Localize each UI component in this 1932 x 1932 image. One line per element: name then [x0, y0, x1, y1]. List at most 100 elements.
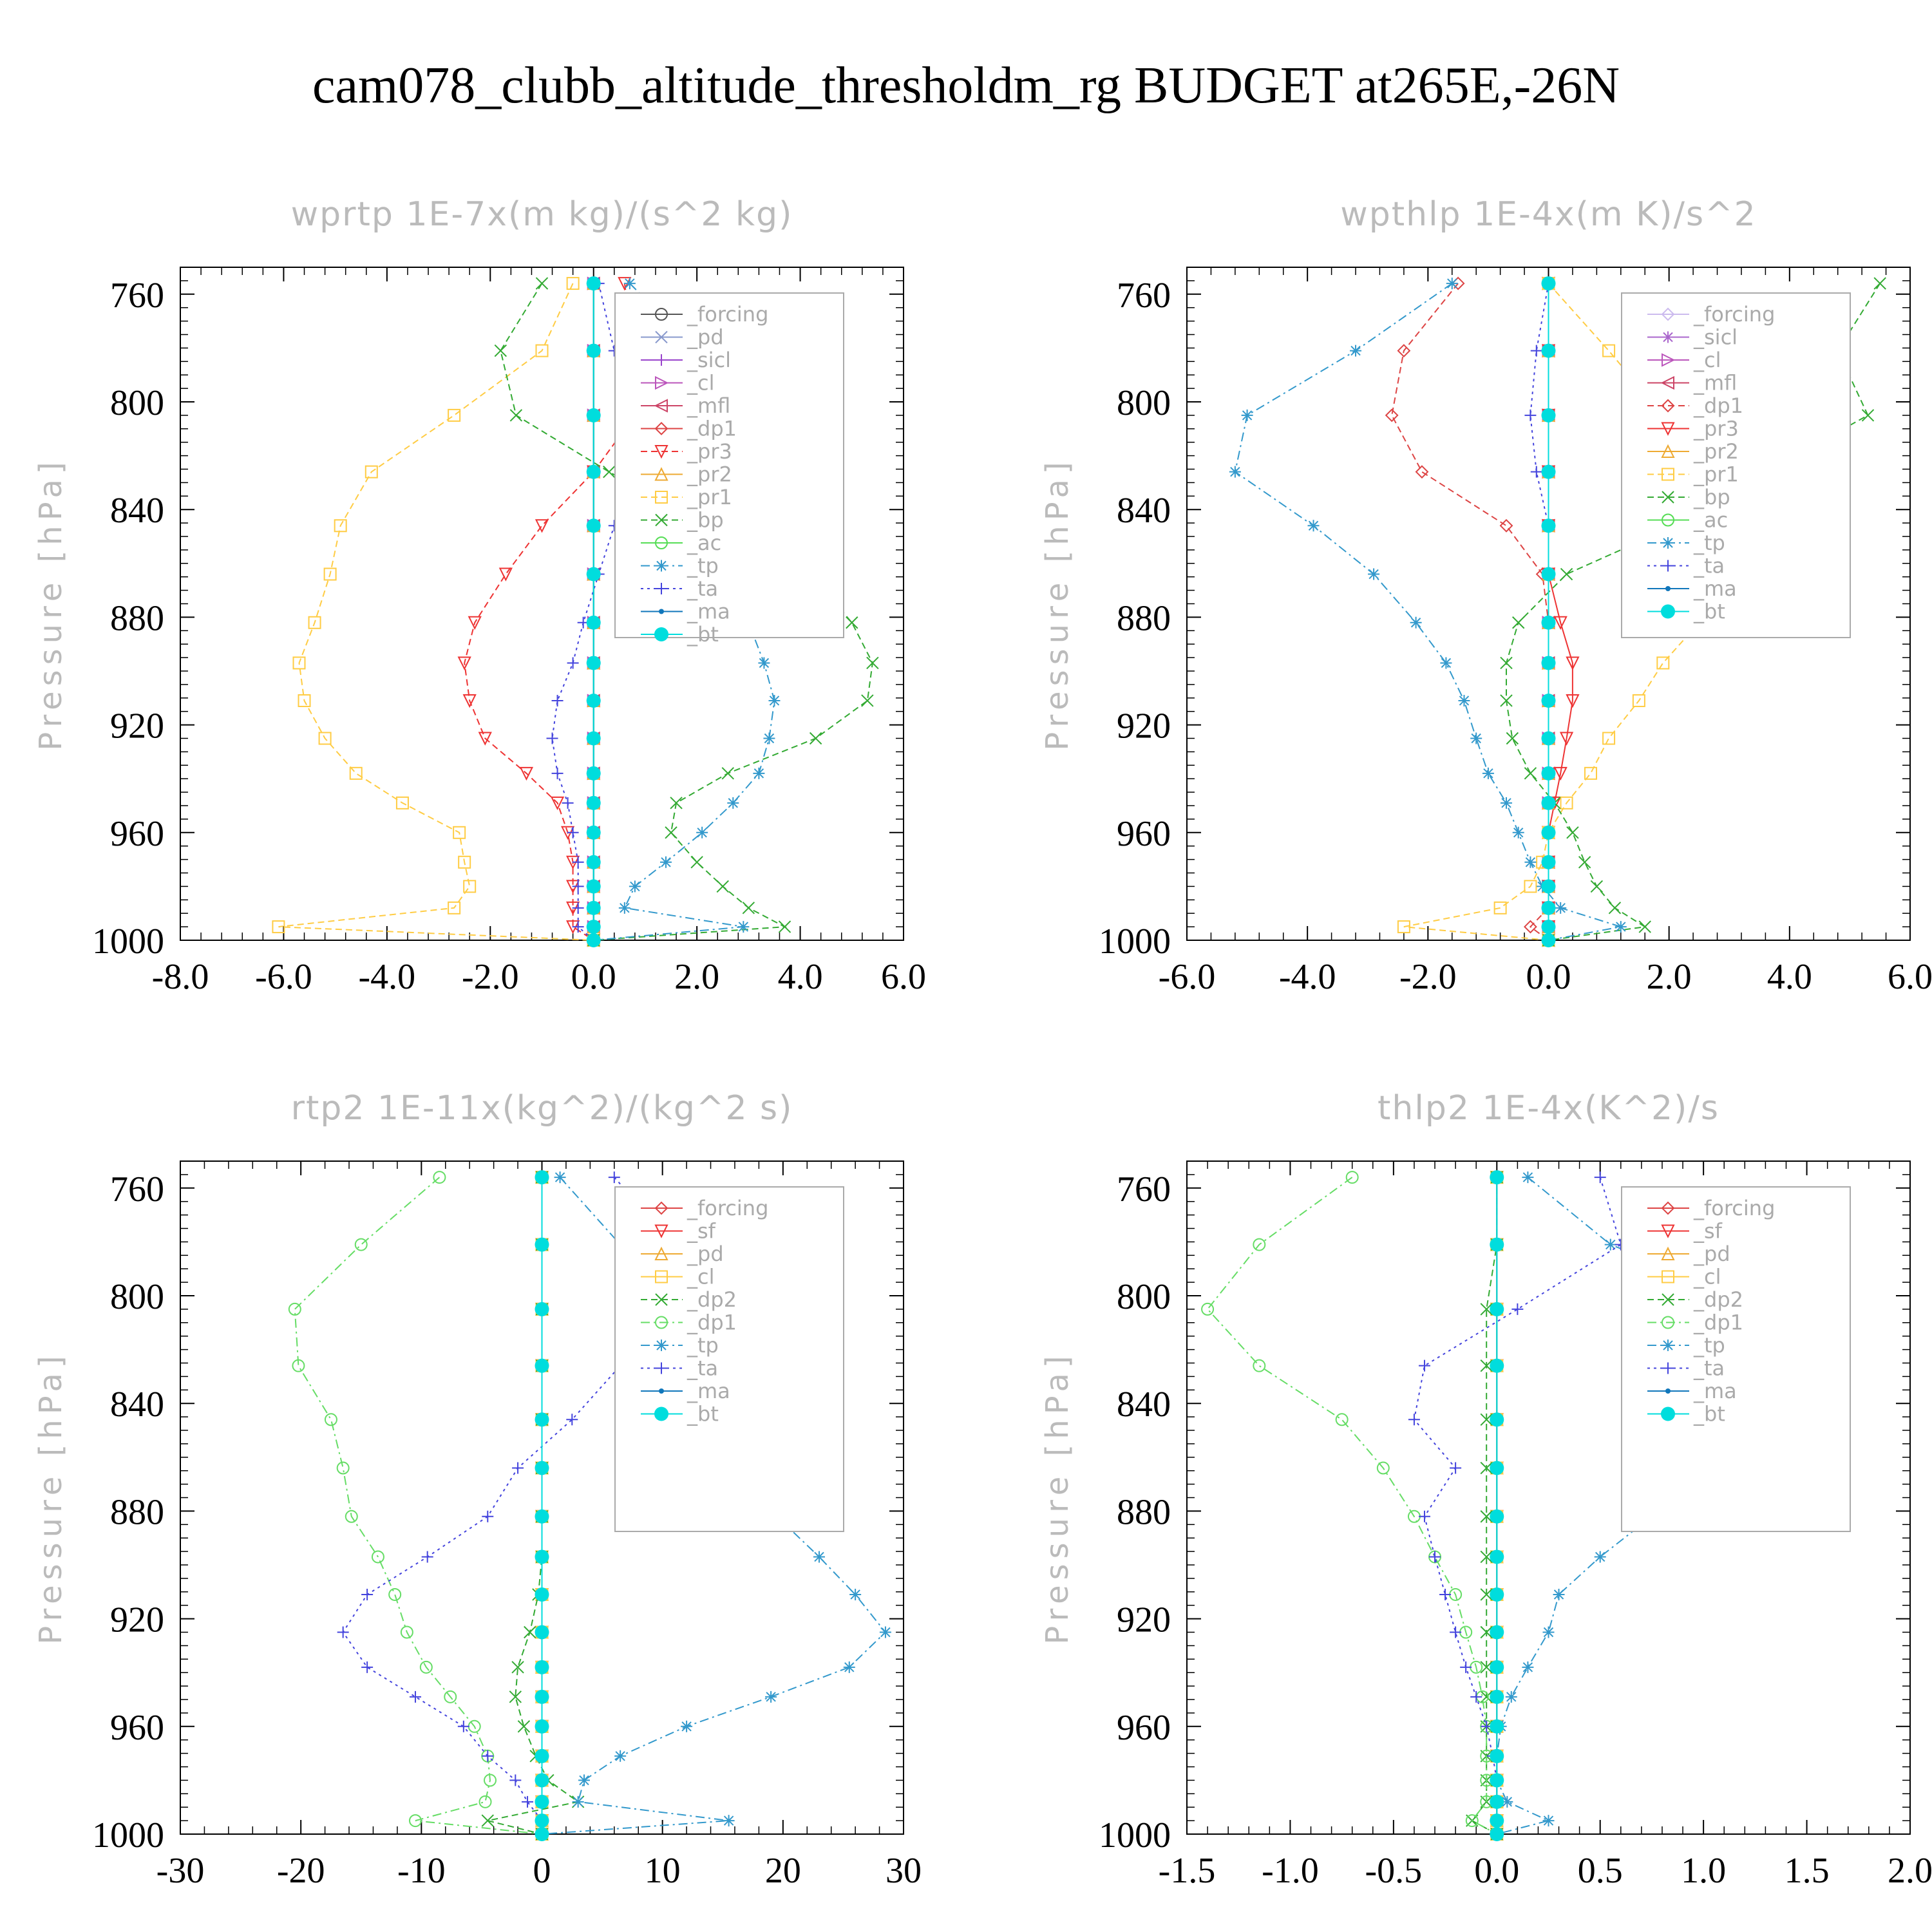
data-point [535, 1748, 549, 1763]
data-point [1524, 880, 1537, 893]
series-line [488, 1177, 580, 1835]
data-point [572, 856, 584, 868]
y-tick-label: 880 [1117, 1492, 1171, 1532]
data-point [336, 1461, 350, 1475]
legend-marker [1661, 422, 1675, 436]
data-point [1490, 1461, 1504, 1475]
x-tick-label: 1.5 [1785, 1851, 1830, 1891]
series-line [1206, 1177, 1497, 1835]
data-point [1418, 1510, 1430, 1522]
data-point [361, 1588, 374, 1600]
data-point [1541, 933, 1556, 947]
data-point [535, 1827, 549, 1841]
panel-title: wpthlp 1E-4x(m K)/s^2 [1340, 195, 1757, 234]
data-point [395, 796, 409, 810]
data-point [1530, 345, 1542, 357]
legend-marker [1662, 353, 1676, 367]
data-point [1541, 343, 1556, 358]
y-tick-label: 840 [1117, 1385, 1171, 1425]
data-point [550, 796, 565, 811]
data-point [618, 902, 630, 914]
legend-entry: _sicl [1693, 325, 1738, 350]
series-line [551, 283, 625, 941]
data-point [1541, 855, 1556, 869]
data-point [1490, 1358, 1504, 1373]
data-point [522, 1795, 534, 1808]
series-line [464, 283, 636, 941]
y-tick-label: 1000 [92, 922, 164, 961]
data-point [509, 409, 523, 422]
legend-marker [654, 627, 668, 641]
x-tick-label: 0.0 [571, 957, 616, 997]
data-point [1490, 1660, 1504, 1674]
data-point [1584, 766, 1598, 780]
series-pr3 [457, 277, 642, 948]
legend-marker [1661, 1246, 1675, 1260]
x-tick-label: -4.0 [359, 957, 416, 997]
data-point [478, 1795, 492, 1808]
x-tick-label: 30 [886, 1851, 922, 1891]
data-point [567, 826, 579, 838]
panel-3: rtp2 1E-11x(kg^2)/(kg^2 s) Pressure [hPa]… [33, 1089, 922, 1891]
data-point [345, 1510, 358, 1523]
data-point [1873, 277, 1886, 290]
data-point [535, 1237, 549, 1252]
data-point [419, 1660, 433, 1674]
legend-box [614, 1186, 844, 1532]
legend: _forcing_sf_pd_cl_dp2_dp1_tp_ta_ma_bt [1621, 1186, 1851, 1532]
data-point [1253, 1359, 1266, 1372]
data-point [567, 657, 579, 669]
data-point [586, 408, 601, 422]
data-point [334, 519, 347, 533]
legend-entry: _ma [687, 600, 730, 624]
y-tick-label: 760 [110, 276, 164, 316]
data-point [1541, 567, 1556, 582]
data-point [721, 767, 734, 780]
data-point [1429, 1551, 1441, 1563]
data-point [566, 277, 580, 290]
legend-entry: _pd [1693, 1242, 1730, 1266]
data-point [298, 694, 311, 707]
data-point [1490, 1587, 1504, 1602]
legend-marker [654, 1201, 668, 1215]
y-tick-label: 960 [1117, 814, 1171, 854]
legend-entry: _pr3 [1693, 417, 1739, 441]
legend: _forcing_pd_sicl_cl_mfl_dp1_pr3_pr2_pr1_… [614, 292, 844, 647]
legend-marker [659, 1388, 664, 1394]
data-point [765, 1690, 777, 1703]
data-point [1541, 615, 1556, 630]
data-point [535, 1509, 549, 1524]
legend-marker [655, 1316, 668, 1329]
data-point [1418, 1359, 1430, 1372]
data-point [1604, 1238, 1616, 1251]
y-tick-label: 800 [110, 1277, 164, 1317]
y-tick-label: 880 [1117, 598, 1171, 638]
y-tick-label: 920 [1117, 706, 1171, 746]
legend-entry: _bp [687, 508, 724, 533]
panel-4: thlp2 1E-4x(K^2)/s Pressure [hPa] -1.5 -1.0… [1039, 1089, 1932, 1891]
data-point [843, 1661, 855, 1673]
data-point [586, 656, 601, 670]
series-ta [1408, 1171, 1627, 1840]
series-ta [1524, 278, 1555, 946]
legend-entry: _cl [1693, 348, 1721, 372]
data-point [1541, 825, 1556, 840]
series-dp2 [481, 1171, 585, 1841]
legend-entry: _sf [1693, 1219, 1723, 1244]
x-tick-label: 2.0 [674, 957, 719, 997]
data-point [608, 1171, 620, 1184]
legend-marker [654, 1246, 668, 1260]
y-axis-label: Pressure [hPa] [1039, 457, 1075, 750]
data-point [1201, 1302, 1215, 1316]
legend-entry: _cl [1693, 1265, 1721, 1289]
data-point [535, 344, 549, 357]
legend-marker [654, 422, 668, 435]
legend-marker [1662, 537, 1674, 549]
data-point [1229, 466, 1241, 478]
data-point [512, 1462, 524, 1474]
x-tick-label: 0.0 [1526, 957, 1571, 997]
data-point [1470, 1690, 1482, 1703]
y-tick-label: 840 [1117, 491, 1171, 531]
legend-marker [655, 1270, 668, 1283]
legend-marker [1661, 399, 1675, 413]
